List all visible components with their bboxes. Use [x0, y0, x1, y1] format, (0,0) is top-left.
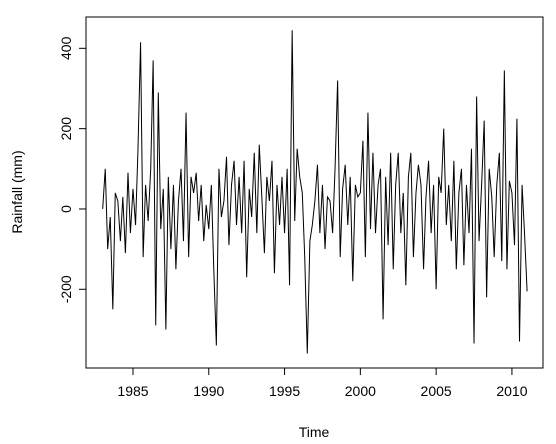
y-tick-label: 0 — [58, 205, 74, 213]
plot-frame — [85, 16, 544, 369]
x-tick-label: 2005 — [421, 383, 452, 399]
x-axis-label: Time — [299, 424, 330, 440]
x-tick-label: 1985 — [117, 383, 148, 399]
y-tick-label: 400 — [58, 36, 74, 60]
x-tick-label: 1995 — [269, 383, 300, 399]
rainfall-line — [102, 30, 528, 354]
x-tick-label: 1990 — [193, 383, 224, 399]
y-axis-label: Rainfall (mm) — [9, 150, 25, 233]
x-tick-label: 2000 — [345, 383, 376, 399]
y-tick-label: -200 — [58, 275, 74, 303]
x-tick-label: 2010 — [496, 383, 527, 399]
y-tick-label: 200 — [58, 117, 74, 141]
